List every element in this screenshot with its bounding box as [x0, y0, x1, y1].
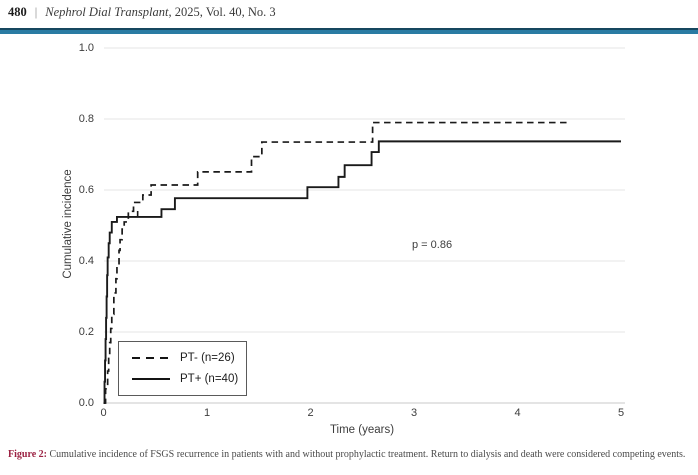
x-tick-label-4: 4: [514, 407, 521, 419]
solid-line-sample-icon: [132, 377, 170, 381]
figure-caption-label: Figure 2:: [8, 449, 47, 460]
journal-title: Nephrol Dial Transplant: [45, 5, 169, 19]
y-tick-label-0.8: 0.8: [78, 113, 94, 125]
legend-label-pt-minus: PT- (n=26): [180, 352, 235, 364]
series-curve-pt-plus: [103, 140, 621, 404]
legend-label-pt-plus: PT+ (n=40): [180, 373, 239, 385]
issue-info: , 2025, Vol. 40, No. 3: [168, 5, 276, 19]
series-curve-pt-minus: [103, 121, 568, 404]
header-separator: |: [34, 5, 38, 19]
x-tick-label-0: 0: [100, 407, 107, 419]
header-rule: [0, 28, 698, 34]
y-tick-label-0.0: 0.0: [78, 397, 94, 409]
y-tick-label-0.2: 0.2: [78, 326, 94, 338]
y-axis-title: Cumulative incidence: [62, 169, 74, 279]
y-tick-label-1.0: 1.0: [78, 42, 94, 54]
x-tick-label-1: 1: [203, 407, 211, 419]
legend-item-pt-minus: PT- (n=26): [132, 352, 246, 364]
page-number: 480: [8, 5, 27, 19]
y-tick-label-0.4: 0.4: [78, 255, 94, 267]
figure-caption: Figure 2: Cumulative incidence of FSGS r…: [8, 449, 694, 461]
chart-legend: PT- (n=26) PT+ (n=40): [118, 341, 247, 396]
dashed-line-sample-icon: [132, 356, 170, 360]
p-value-annotation: p = 0.86: [412, 239, 453, 251]
x-tick-label-2: 2: [307, 407, 314, 419]
legend-item-pt-plus: PT+ (n=40): [132, 373, 246, 385]
x-axis-title: Time (years): [329, 424, 395, 436]
page-header: 480 | Nephrol Dial Transplant, 2025, Vol. …: [8, 5, 276, 20]
x-tick-label-3: 3: [410, 407, 418, 419]
figure-caption-text: Cumulative incidence of FSGS recurrence …: [49, 449, 686, 460]
y-tick-label-0.6: 0.6: [78, 184, 94, 196]
x-tick-label-5: 5: [617, 407, 625, 419]
